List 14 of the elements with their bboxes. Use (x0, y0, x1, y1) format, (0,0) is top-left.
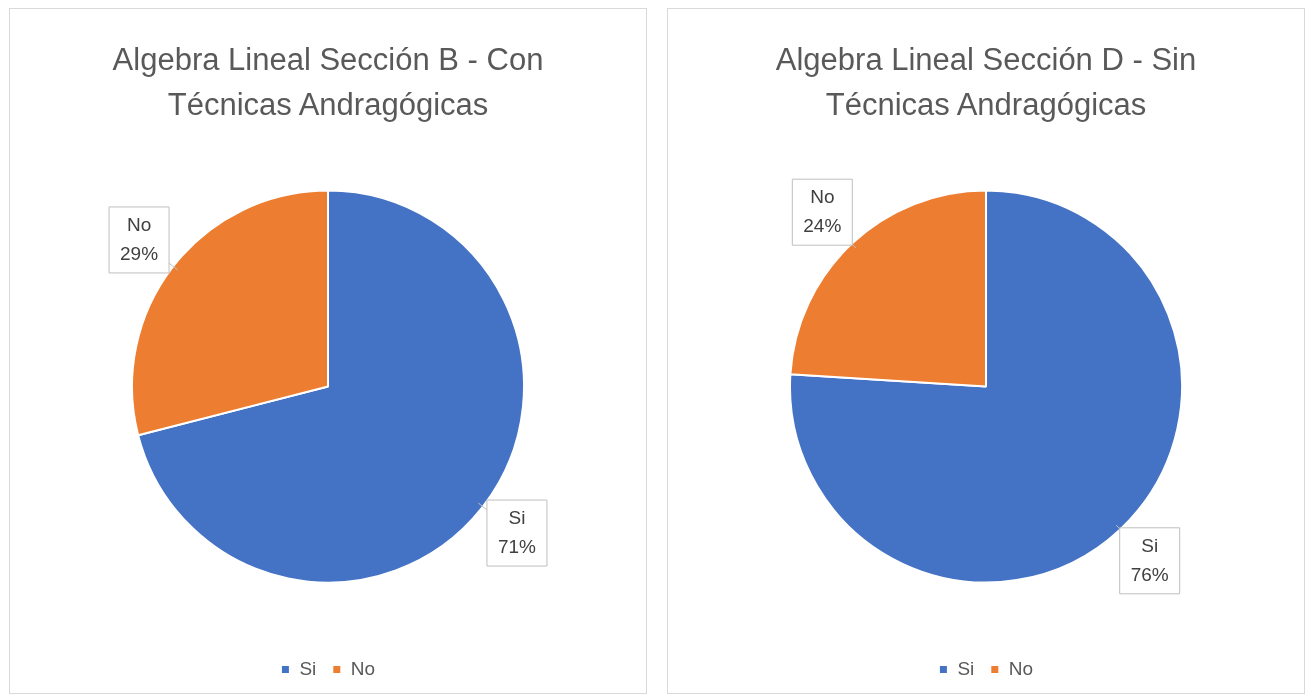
legend-label: Si (299, 657, 317, 679)
data-label: 71% (497, 536, 537, 558)
slice-label: No (810, 186, 835, 208)
slice-label: Si (508, 507, 526, 529)
data-label: 29% (120, 243, 159, 265)
legend-label: Si (957, 657, 975, 679)
legend-label: No (1008, 657, 1034, 679)
legend-label: No (350, 657, 376, 679)
chart-title: Algebra Lineal Sección B - Con Técnicas Andragógicas (111, 41, 545, 124)
slice-label: Si (1141, 535, 1159, 557)
data-label: 76% (1130, 564, 1169, 586)
chart-title: Algebra Lineal Sección D - Sin Técnicas Andragógicas (774, 41, 1198, 124)
slice-label: No (126, 214, 152, 236)
data-label: 24% (803, 215, 842, 237)
